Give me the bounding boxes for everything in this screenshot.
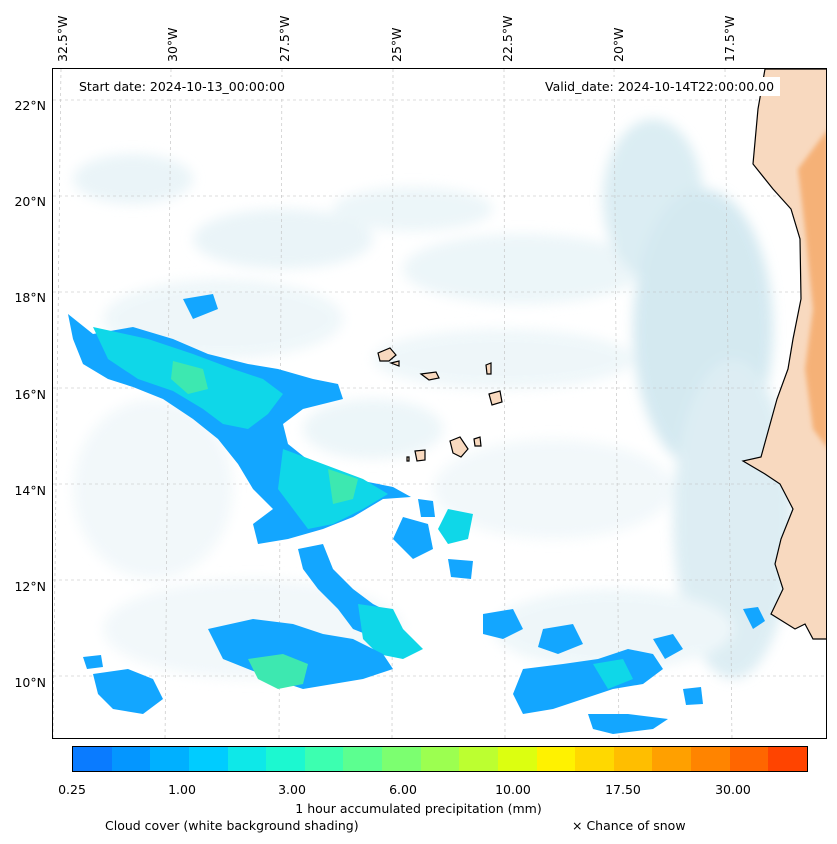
- colorbar-tick-label: 6.00: [389, 782, 417, 797]
- snow-chance-note: × Chance of snow: [572, 818, 686, 833]
- precipitation-colorbar: [72, 746, 808, 772]
- lon-label: 25°W: [389, 27, 404, 62]
- colorbar-cell: [150, 747, 189, 771]
- lon-label: 20°W: [611, 27, 626, 62]
- lon-label: 27.5°W: [277, 15, 292, 62]
- lat-label: 18°N: [14, 290, 46, 305]
- colorbar-tick-label: 1.00: [168, 782, 196, 797]
- colorbar-cell: [420, 747, 460, 771]
- colorbar-cell: [343, 747, 382, 771]
- colorbar-cell: [613, 747, 653, 771]
- valid-date-label: Valid_date: 2024-10-14T22:00:00.00: [539, 77, 781, 96]
- lat-label: 12°N: [14, 579, 46, 594]
- colorbar-cell: [652, 747, 691, 771]
- cape-verde-islands: [377, 347, 503, 462]
- colorbar-cell: [73, 747, 112, 771]
- cloud-cover-shading: [73, 119, 793, 679]
- colorbar-cell: [227, 747, 267, 771]
- africa-coast: [741, 69, 826, 640]
- colorbar-cell: [575, 747, 614, 771]
- colorbar-tick-label: 3.00: [278, 782, 306, 797]
- lon-label: 22.5°W: [500, 15, 515, 62]
- colorbar-label: 1 hour accumulated precipitation (mm): [295, 801, 542, 816]
- colorbar-cell: [691, 747, 730, 771]
- lon-label: 30°W: [165, 27, 180, 62]
- lat-label: 20°N: [14, 194, 46, 209]
- lat-label: 14°N: [14, 483, 46, 498]
- cloud-cover-note: Cloud cover (white background shading): [105, 818, 359, 833]
- lon-label: 17.5°W: [722, 15, 737, 62]
- lat-label: 10°N: [14, 675, 46, 690]
- lon-label: 32.5°W: [55, 15, 70, 62]
- colorbar-cell: [188, 747, 228, 771]
- colorbar-cell: [497, 747, 537, 771]
- colorbar-tick-label: 30.00: [715, 782, 751, 797]
- colorbar-cell: [729, 747, 769, 771]
- lat-label: 22°N: [14, 98, 46, 113]
- colorbar-cell: [266, 747, 305, 771]
- map-canvas: Start date: 2024-10-13_00:00:00 Valid_da…: [53, 69, 826, 738]
- colorbar-tick-label: 10.00: [495, 782, 531, 797]
- start-date-label: Start date: 2024-10-13_00:00:00: [73, 77, 291, 96]
- colorbar-tick-label: 0.25: [58, 782, 86, 797]
- colorbar-cell: [382, 747, 421, 771]
- map-panel[interactable]: Start date: 2024-10-13_00:00:00 Valid_da…: [52, 68, 827, 739]
- colorbar-cell: [304, 747, 344, 771]
- colorbar-cell: [768, 747, 807, 771]
- colorbar-tick-label: 17.50: [605, 782, 641, 797]
- lat-label: 16°N: [14, 387, 46, 402]
- colorbar-cell: [459, 747, 498, 771]
- precipitation-patches: [61, 279, 765, 734]
- colorbar-cell: [111, 747, 151, 771]
- colorbar-cell: [536, 747, 576, 771]
